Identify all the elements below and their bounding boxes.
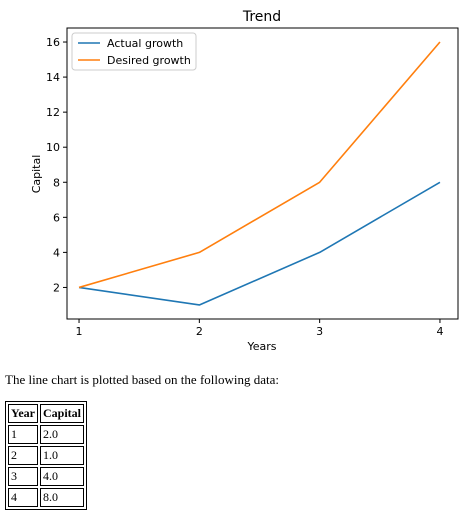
table-cell-year: 1 [8, 425, 38, 444]
table-cell-capital: 1.0 [40, 446, 85, 465]
y-tick-label: 10 [46, 141, 60, 154]
legend-label-actual: Actual growth [107, 37, 183, 50]
table-row: 1 2.0 [8, 425, 85, 444]
y-tick-label: 12 [46, 106, 60, 119]
y-tick-label: 2 [53, 281, 60, 294]
data-table: Year Capital 1 2.0 2 1.0 3 4.0 4 8.0 [5, 401, 88, 510]
y-axis-label: Capital [30, 155, 43, 194]
table-cell-year: 3 [8, 467, 38, 486]
legend: Actual growth Desired growth [71, 32, 197, 71]
y-tick-label: 16 [46, 36, 60, 49]
table-header-year: Year [8, 404, 38, 423]
table-cell-capital: 2.0 [40, 425, 85, 444]
table-cell-year: 4 [8, 488, 38, 507]
table-cell-capital: 8.0 [40, 488, 85, 507]
x-tick-label: 3 [316, 325, 323, 338]
y-tick-label: 4 [53, 246, 60, 259]
x-tick-label: 2 [196, 325, 203, 338]
series-line-desired-growth [78, 41, 441, 289]
table-cell-year: 2 [8, 446, 38, 465]
table-row: 4 8.0 [8, 488, 85, 507]
y-tick-label: 14 [46, 71, 60, 84]
legend-box [71, 32, 197, 71]
series-lines [78, 41, 441, 306]
data-caption: The line chart is plotted based on the f… [5, 372, 280, 387]
table-row: 2 1.0 [8, 446, 85, 465]
x-axis-label: Years [246, 340, 276, 353]
series-line-actual-growth [78, 181, 441, 306]
legend-label-desired: Desired growth [107, 54, 191, 67]
table-header-capital: Capital [40, 404, 85, 423]
y-tick-label: 8 [53, 176, 60, 189]
x-tick-label: 4 [436, 325, 443, 338]
x-axis: 1 2 3 4 [76, 319, 443, 338]
plot-area-frame [66, 27, 459, 320]
table-row: 3 4.0 [8, 467, 85, 486]
chart-title: Trend [242, 9, 281, 25]
y-tick-label: 6 [53, 211, 60, 224]
x-tick-label: 1 [76, 325, 83, 338]
y-axis: 2 4 6 8 10 12 14 16 [46, 36, 67, 294]
table-cell-capital: 4.0 [40, 467, 85, 486]
table-header-row: Year Capital [8, 404, 85, 423]
